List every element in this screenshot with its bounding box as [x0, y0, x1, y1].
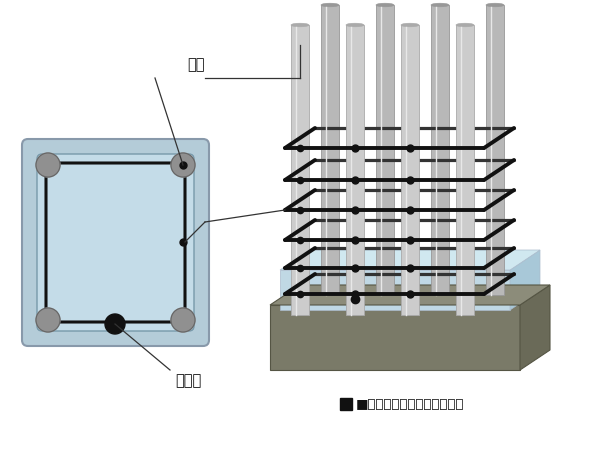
Ellipse shape [376, 3, 394, 7]
Polygon shape [520, 285, 550, 370]
Polygon shape [280, 250, 540, 270]
Ellipse shape [346, 23, 364, 27]
Circle shape [36, 308, 60, 332]
Bar [340, 398, 352, 410]
Polygon shape [376, 5, 394, 295]
Ellipse shape [321, 3, 339, 7]
Polygon shape [280, 270, 510, 310]
Polygon shape [510, 250, 540, 310]
Polygon shape [270, 305, 520, 370]
Text: ■溶接閉鎖型フープ筋概念図: ■溶接閉鎖型フープ筋概念図 [356, 397, 464, 410]
Ellipse shape [291, 23, 309, 27]
Polygon shape [291, 25, 309, 315]
Ellipse shape [401, 23, 419, 27]
Polygon shape [456, 25, 474, 315]
FancyBboxPatch shape [37, 154, 194, 331]
Polygon shape [270, 285, 550, 305]
Text: 溶接部: 溶接部 [175, 373, 201, 388]
Ellipse shape [456, 23, 474, 27]
Polygon shape [486, 5, 504, 295]
Ellipse shape [431, 3, 449, 7]
Polygon shape [431, 5, 449, 295]
Circle shape [36, 153, 60, 177]
Ellipse shape [486, 3, 504, 7]
Polygon shape [401, 25, 419, 315]
FancyBboxPatch shape [22, 139, 209, 346]
Circle shape [171, 308, 195, 332]
Text: 主筋: 主筋 [187, 57, 205, 72]
Text: 帯筋: 帯筋 [187, 200, 205, 215]
Circle shape [171, 153, 195, 177]
Polygon shape [346, 25, 364, 315]
Polygon shape [321, 5, 339, 295]
Circle shape [105, 314, 125, 334]
